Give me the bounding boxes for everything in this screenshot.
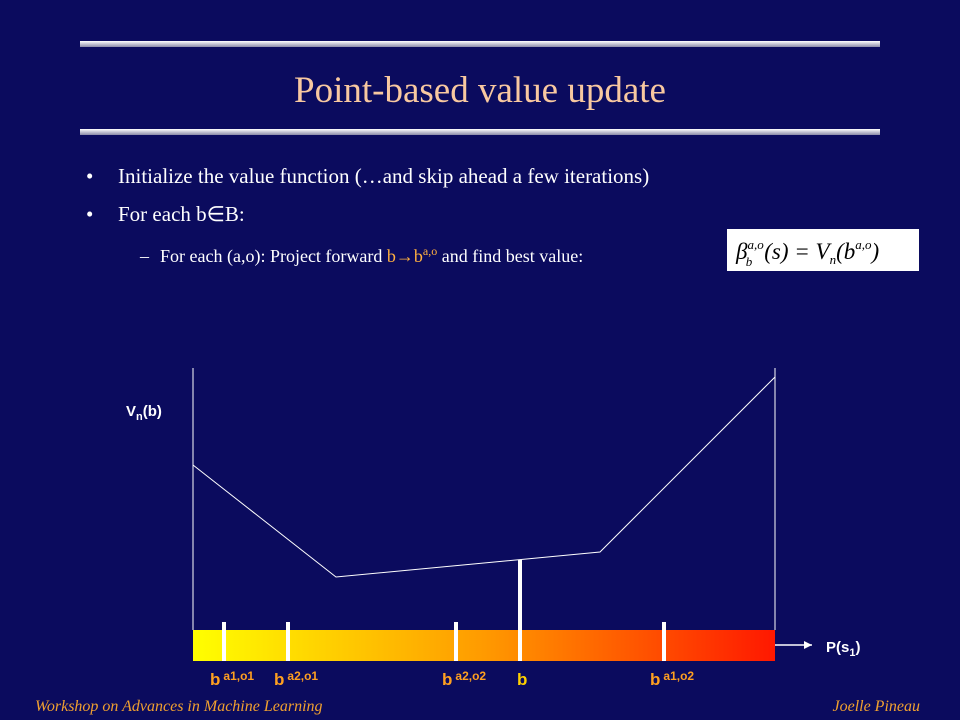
sub-prefix: For each (a,o): Project forward bbox=[160, 246, 387, 267]
point-base: b bbox=[517, 670, 527, 689]
x-label-main: P(s bbox=[826, 639, 849, 656]
belief-bar bbox=[193, 630, 775, 661]
x-arrowhead bbox=[804, 641, 812, 649]
eq-v-sub: n bbox=[830, 252, 837, 267]
equation-box bbox=[727, 229, 919, 271]
x-label: P(s1) bbox=[826, 639, 860, 659]
point-label: b bbox=[517, 670, 527, 689]
title: Point-based value update bbox=[294, 70, 666, 111]
footer-right: Joelle Pineau bbox=[832, 698, 920, 715]
point-label: b a2,o1 bbox=[274, 669, 318, 689]
eq-middle: (s) = V bbox=[764, 239, 832, 264]
point-base: b bbox=[274, 670, 284, 689]
value-curve bbox=[192, 376, 776, 578]
point-sup: a1,o1 bbox=[223, 669, 254, 683]
top-rule bbox=[80, 41, 880, 47]
bullet-marker: • bbox=[86, 202, 93, 226]
point-sup: a1,o2 bbox=[663, 669, 694, 683]
point-sup: a2,o1 bbox=[287, 669, 318, 683]
eq-rhs-sup: a,o bbox=[855, 237, 872, 252]
bullet-text: Initialize the value function (…and skip… bbox=[118, 164, 649, 188]
equation: βa,o b (s) = Vn(ba,o) bbox=[735, 237, 879, 269]
point-sup: a2,o2 bbox=[455, 669, 486, 683]
point-label: b a2,o2 bbox=[442, 669, 486, 689]
y-label-main: V bbox=[126, 403, 136, 420]
eq-sup: a,o bbox=[747, 237, 764, 252]
footer-left: Workshop on Advances in Machine Learning bbox=[35, 698, 323, 715]
eq-beta: β bbox=[735, 239, 748, 264]
x-label-rest: ) bbox=[855, 639, 860, 656]
y-label-sub: n bbox=[136, 411, 143, 423]
sub-suffix: and find best value: bbox=[437, 246, 583, 266]
point-base: b bbox=[442, 670, 452, 689]
y-label: Vn(b) bbox=[126, 403, 162, 423]
bottom-rule bbox=[80, 129, 880, 135]
point-base: b bbox=[650, 670, 660, 689]
eq-rhs-close: ) bbox=[869, 239, 879, 264]
bullet-marker: • bbox=[86, 164, 93, 188]
point-label: b a1,o2 bbox=[650, 669, 694, 689]
x-label-sub: 1 bbox=[849, 647, 855, 659]
eq-rhs-open: (b bbox=[836, 239, 855, 264]
sub-bullet: – For each (a,o): Project forward b→ba,o… bbox=[139, 244, 583, 267]
eq-sub: b bbox=[746, 254, 753, 269]
sub-highlight-sup: a,o bbox=[423, 244, 437, 258]
sub-marker: – bbox=[139, 246, 150, 266]
point-label: b a1,o1 bbox=[210, 669, 254, 689]
point-base: b bbox=[210, 670, 220, 689]
y-label-rest: (b) bbox=[143, 403, 162, 420]
bullet-text: For each b∈B: bbox=[118, 202, 245, 226]
sub-highlight: b→b bbox=[387, 246, 423, 266]
